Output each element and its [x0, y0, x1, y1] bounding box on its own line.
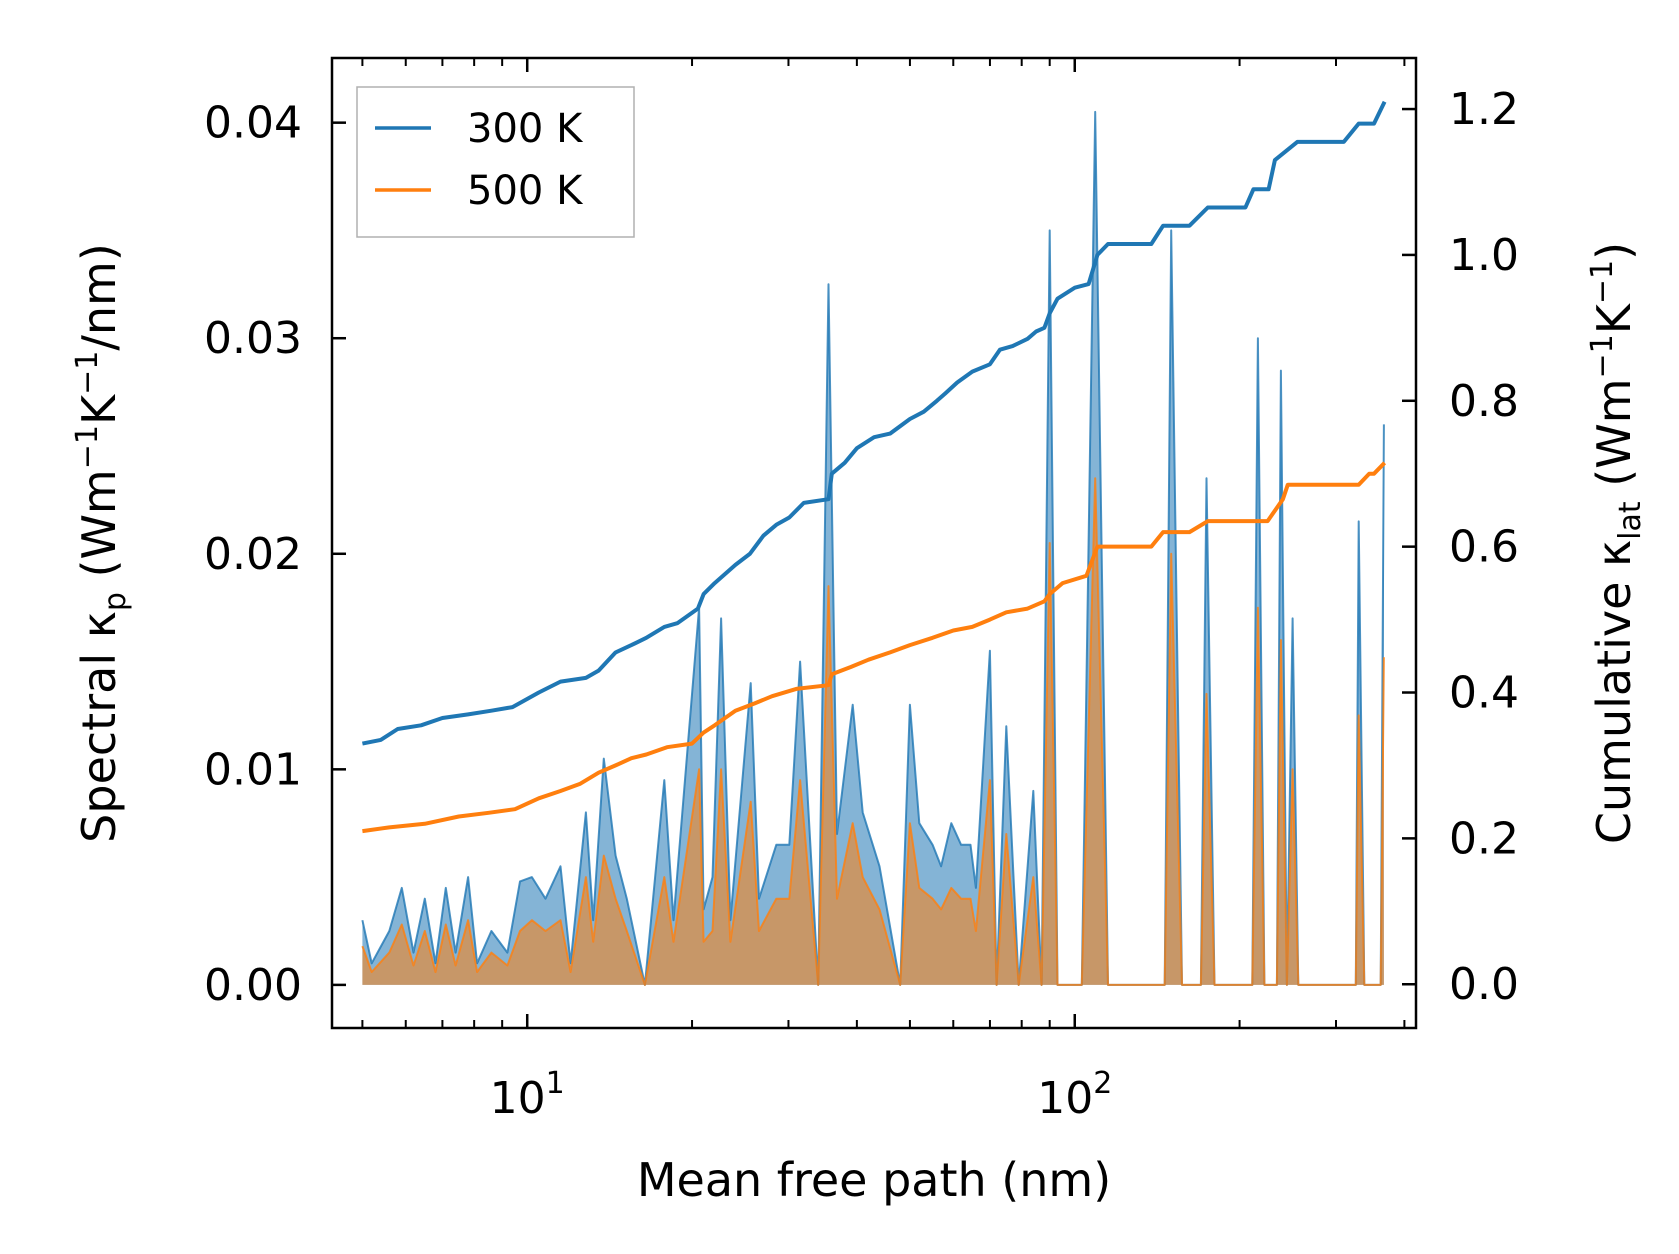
left-y-axis-label: Spectral κp (Wm−1K−1/nm) [70, 243, 133, 843]
cumulative-line-500k [362, 461, 1387, 834]
left-y-tick-label: 0.02 [204, 529, 302, 580]
x-tick-label: 102 [1037, 1066, 1112, 1124]
legend-label-500k: 500 K [467, 168, 584, 214]
legend-label-300k: 300 K [467, 106, 584, 152]
x-axis-label: Mean free path (nm) [637, 1153, 1111, 1207]
cumulative-lines [362, 100, 1387, 834]
left-y-tick-label: 0.04 [204, 98, 302, 149]
spectral-fill-areas [362, 111, 1384, 985]
left-y-tick-label: 0.00 [204, 960, 302, 1011]
spectral-line-300k [361, 110, 1385, 986]
legend-box [356, 86, 635, 238]
spectral-lines [361, 110, 1385, 986]
right-y-tick-label: 0.4 [1449, 668, 1519, 719]
right-y-axis-label: Cumulative κlat (Wm−1K−1) [1585, 242, 1648, 844]
right-y-tick-label: 0.8 [1449, 376, 1519, 427]
spectral-line-500k [361, 477, 1385, 986]
spectral-fill-300k [362, 111, 1384, 985]
right-y-tick-label: 1.2 [1449, 84, 1519, 135]
plot-frame [330, 56, 1418, 1030]
x-tick-label: 101 [490, 1066, 565, 1124]
left-y-tick-label: 0.01 [204, 744, 302, 795]
cumulative-line-300k [362, 100, 1387, 746]
right-y-tick-label: 0.6 [1449, 522, 1519, 573]
right-y-tick-label: 1.0 [1449, 230, 1519, 281]
axis-tick-labels: 0.00 0.01 0.02 0.03 0.04 0.0 0.2 0.4 0.6 0.8 1.0 1.… [204, 84, 1519, 1124]
axis-ticks [332, 58, 1416, 1028]
right-y-tick-label: 0.0 [1449, 959, 1519, 1010]
right-y-tick-label: 0.2 [1449, 813, 1519, 864]
legend: 300 K 500 K [356, 86, 635, 238]
left-y-tick-label: 0.03 [204, 313, 302, 364]
